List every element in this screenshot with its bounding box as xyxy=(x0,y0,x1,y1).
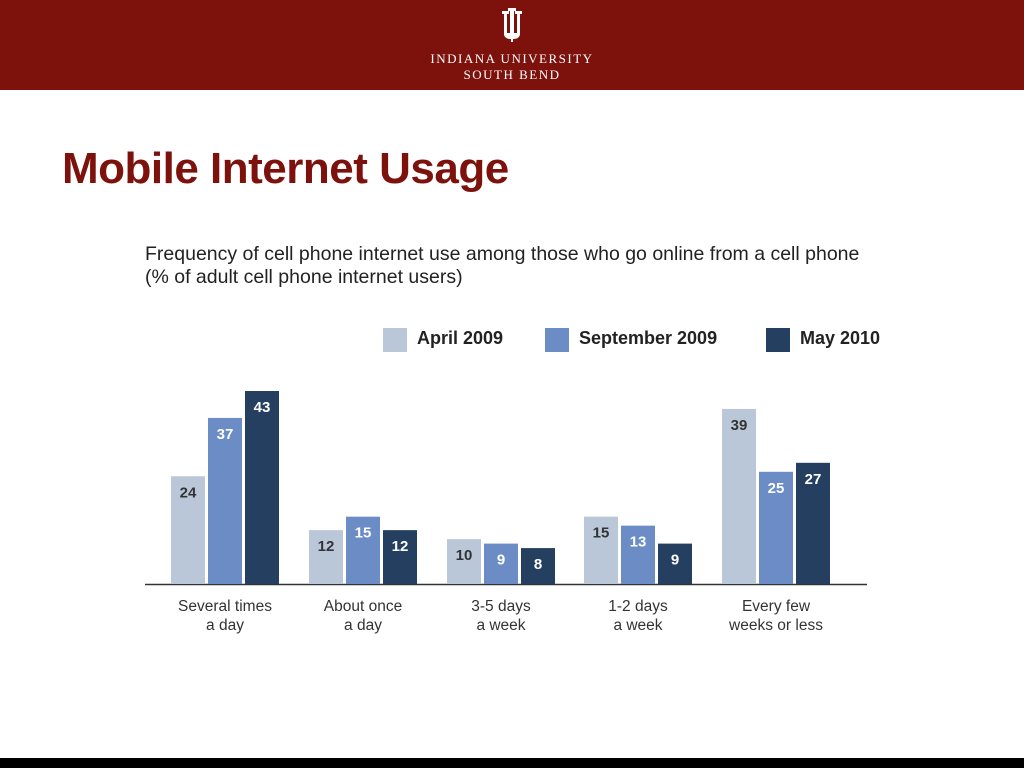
bar-value-label: 27 xyxy=(805,471,822,488)
bar xyxy=(759,471,793,584)
bar-value-label: 15 xyxy=(593,525,610,542)
bar xyxy=(245,391,279,584)
bar xyxy=(208,417,242,584)
legend-label: May 2010 xyxy=(800,328,881,348)
trident-logo-icon xyxy=(502,8,522,42)
bar-value-label: 12 xyxy=(318,538,335,555)
category-label: About once xyxy=(324,598,402,615)
category-label: a week xyxy=(476,617,525,634)
chart-title: Frequency of cell phone internet use amo… xyxy=(145,243,860,288)
bar-value-label: 8 xyxy=(534,556,542,573)
category-label: a week xyxy=(613,617,662,634)
bar xyxy=(796,462,830,584)
campus-name: SOUTH BEND xyxy=(463,67,561,82)
bar xyxy=(521,548,555,584)
bar-value-label: 9 xyxy=(671,552,679,569)
bar-value-label: 25 xyxy=(768,480,785,497)
category-label: 3-5 days xyxy=(471,598,531,615)
bar xyxy=(584,516,618,584)
bar xyxy=(447,539,481,584)
legend-label: September 2009 xyxy=(579,328,718,348)
bar-value-label: 12 xyxy=(392,538,409,555)
category-label: a day xyxy=(344,617,382,634)
legend-label: April 2009 xyxy=(417,328,504,348)
legend-swatch xyxy=(545,328,569,352)
category-label: Every few xyxy=(742,598,811,615)
bar xyxy=(171,476,205,584)
bar xyxy=(658,543,692,584)
bar xyxy=(309,530,343,584)
bar xyxy=(346,516,380,584)
bar-value-label: 24 xyxy=(180,484,197,501)
bar-value-label: 15 xyxy=(355,525,372,542)
slide-title: Mobile Internet Usage xyxy=(62,144,509,193)
legend-swatch xyxy=(766,328,790,352)
university-name: INDIANA UNIVERSITY xyxy=(430,51,594,66)
category-label: 1-2 days xyxy=(608,598,668,615)
footer-strip xyxy=(0,758,1024,768)
legend-swatch xyxy=(383,328,407,352)
category-label: weeks or less xyxy=(728,617,823,634)
bar-value-label: 43 xyxy=(254,399,271,416)
bar-value-label: 9 xyxy=(497,552,505,569)
bar xyxy=(722,408,756,584)
bar-value-label: 39 xyxy=(731,417,748,434)
bar-value-label: 10 xyxy=(456,547,473,564)
bar xyxy=(484,543,518,584)
bar-value-label: 13 xyxy=(630,534,647,551)
bar xyxy=(621,525,655,584)
category-label: Several times xyxy=(178,598,272,615)
header-banner: INDIANA UNIVERSITY SOUTH BEND xyxy=(0,0,1024,90)
bar xyxy=(383,530,417,584)
bar-value-label: 37 xyxy=(217,426,234,443)
category-label: a day xyxy=(206,617,244,634)
